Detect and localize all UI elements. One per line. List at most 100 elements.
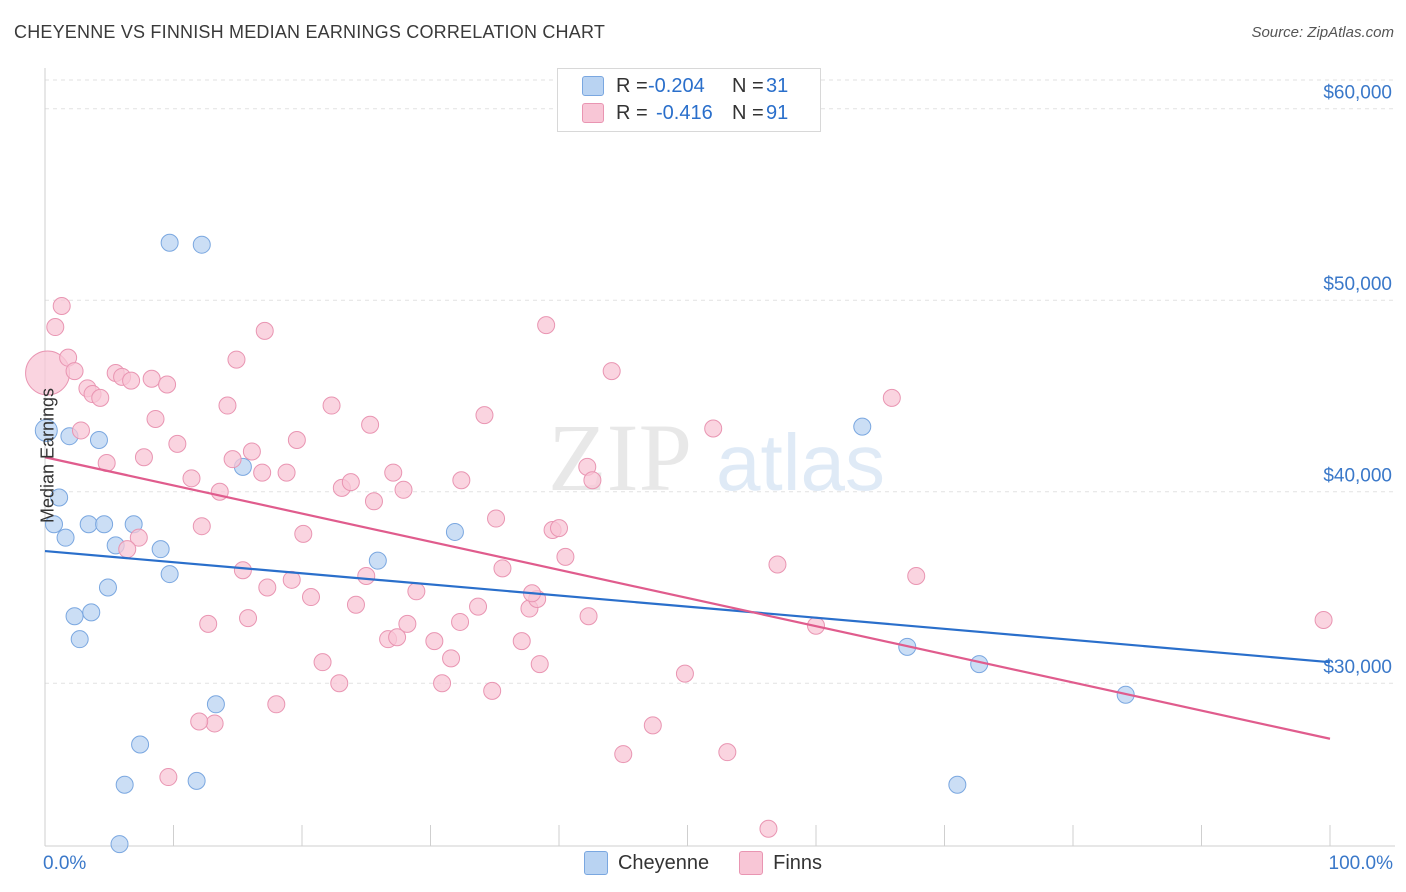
source-label: Source: ZipAtlas.com (1251, 24, 1394, 41)
point-finns (129, 528, 148, 547)
point-finns (384, 463, 403, 482)
point-finns (394, 480, 413, 499)
point-cheyenne (151, 540, 170, 559)
point-finns (65, 362, 84, 381)
point-finns (205, 714, 224, 733)
point-finns (364, 492, 383, 511)
point-finns (469, 597, 488, 616)
point-finns (759, 819, 778, 838)
legend-n-value: 91 (766, 101, 789, 124)
point-finns (142, 369, 161, 388)
point-finns (158, 375, 177, 394)
point-finns (146, 409, 165, 428)
watermark: ZIP atlas (548, 404, 885, 511)
legend-row-finns: R = -0.416 N = 91 (582, 101, 788, 125)
point-finns (882, 388, 901, 407)
point-cheyenne (44, 515, 63, 534)
point-cheyenne (65, 607, 84, 626)
point-cheyenne (187, 771, 206, 790)
point-finns (287, 431, 306, 450)
point-finns (452, 471, 471, 490)
point-finns (1314, 611, 1333, 630)
point-finns (122, 371, 141, 390)
y-tick-label: $50,000 (1323, 274, 1392, 295)
point-finns (46, 318, 65, 337)
point-cheyenne (160, 565, 179, 584)
point-finns (190, 712, 209, 731)
point-finns (768, 555, 787, 574)
point-finns (425, 632, 444, 651)
point-finns (493, 559, 512, 578)
legend-swatch-cheyenne (582, 76, 604, 96)
point-cheyenne (82, 603, 101, 622)
y-axis-label: Median Earnings (37, 387, 58, 524)
point-finns (192, 517, 211, 536)
point-cheyenne (131, 735, 150, 754)
point-finns (483, 681, 502, 700)
point-finns (341, 473, 360, 492)
legend-swatch-finns (739, 851, 764, 875)
point-cheyenne (56, 528, 75, 547)
point-finns (91, 388, 110, 407)
point-finns (239, 609, 258, 628)
watermark-zip: ZIP (548, 404, 692, 511)
point-cheyenne (50, 488, 69, 507)
point-finns (322, 396, 341, 415)
point-finns (346, 595, 365, 614)
point-cheyenne (192, 235, 211, 254)
point-finns (556, 547, 575, 566)
legend-label-cheyenne: Cheyenne (617, 851, 710, 874)
point-finns (199, 614, 218, 633)
point-finns (313, 653, 332, 672)
point-finns (907, 566, 926, 585)
point-cheyenne (160, 233, 179, 252)
point-cheyenne (95, 515, 114, 534)
legend-swatch-cheyenne (583, 851, 608, 875)
point-finns (301, 588, 320, 607)
point-finns (253, 463, 272, 482)
point-finns (602, 362, 621, 381)
point-cheyenne (34, 418, 58, 442)
point-finns (704, 419, 723, 438)
point-finns (168, 434, 187, 453)
point-finns (537, 316, 556, 335)
point-cheyenne (98, 578, 117, 597)
point-finns (357, 566, 376, 585)
legend-r-value: -0.204 (648, 74, 705, 97)
trend-lines (44, 456, 1331, 740)
axes (44, 68, 1395, 847)
point-finns (361, 415, 380, 434)
point-finns (487, 509, 506, 528)
legend-n-value: 31 (766, 74, 789, 97)
point-cheyenne (445, 522, 464, 541)
point-finns (643, 716, 662, 735)
legend-label-finns: Finns (773, 851, 823, 874)
series-legend: Cheyenne Finns (0, 851, 1406, 875)
y-tick-label: $40,000 (1323, 466, 1392, 487)
point-finns (475, 406, 494, 425)
point-finns (267, 695, 286, 714)
point-finns (223, 450, 242, 469)
point-finns (512, 632, 531, 651)
point-finns (433, 674, 452, 693)
legend-r-label: R = (616, 74, 648, 97)
point-cheyenne (948, 775, 967, 794)
x-tick-label: 100.0% (1329, 853, 1394, 874)
point-finns (218, 396, 237, 415)
point-finns (398, 614, 417, 633)
point-cheyenne (70, 630, 89, 649)
point-finns (407, 582, 426, 601)
point-finns (242, 442, 261, 461)
point-finns (52, 296, 71, 315)
point-finns (71, 421, 90, 440)
legend-item-cheyenne[interactable]: Cheyenne (583, 851, 710, 875)
point-finns (227, 350, 246, 369)
point-cheyenne (853, 417, 872, 436)
point-cheyenne (110, 835, 129, 854)
legend-swatch-finns (582, 103, 604, 123)
y-tick-label: $30,000 (1323, 657, 1392, 678)
point-finns (277, 463, 296, 482)
legend-item-finns[interactable]: Finns (739, 851, 822, 875)
point-cheyenne (79, 515, 98, 534)
